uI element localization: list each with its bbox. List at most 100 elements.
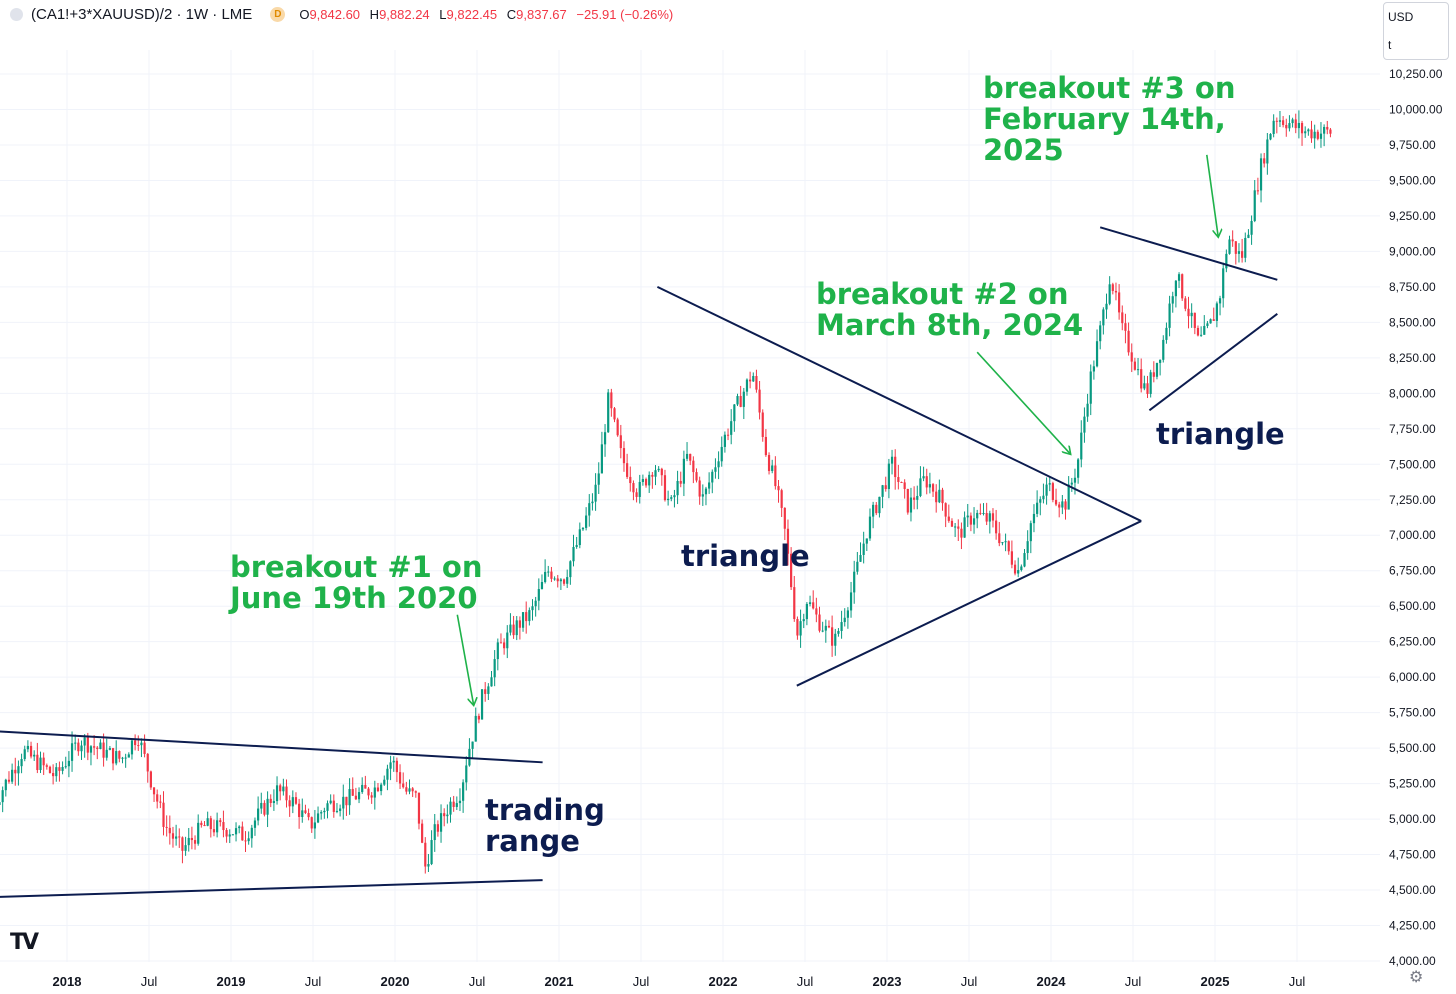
- triangle-1-label-line: triangle: [681, 539, 810, 573]
- candle-body: [780, 490, 783, 508]
- breakout-1-line: June 19th 2020: [228, 581, 478, 615]
- candle-body: [178, 836, 181, 838]
- candle-body: [818, 614, 821, 631]
- candle-body: [506, 632, 509, 649]
- candle-body: [862, 543, 865, 555]
- candle-body: [159, 801, 162, 803]
- candle-body: [553, 578, 556, 580]
- candle-body: [849, 592, 853, 611]
- candle-body: [540, 582, 544, 590]
- candle-body: [739, 396, 742, 407]
- candle-body: [515, 620, 518, 636]
- candle-body: [477, 715, 480, 720]
- candle-body: [1130, 352, 1133, 362]
- candle-body: [938, 489, 941, 503]
- candle-body: [928, 484, 931, 488]
- y-tick-label: 4,500.00: [1389, 883, 1436, 897]
- candle-body: [556, 578, 559, 582]
- candle-body: [906, 488, 909, 513]
- candle-body: [269, 798, 272, 804]
- candle-body: [1177, 274, 1181, 281]
- candle-body: [660, 468, 663, 476]
- candle-body: [644, 479, 648, 486]
- arrow-breakout-3: [1206, 154, 1218, 237]
- candle-body: [465, 765, 468, 783]
- candle-body: [1212, 319, 1215, 321]
- candle-body: [102, 742, 105, 758]
- candle-body: [909, 497, 913, 513]
- candle-body: [840, 622, 843, 631]
- candle-body: [1206, 323, 1209, 326]
- candle-body: [1121, 312, 1124, 324]
- symbol-title[interactable]: (CA1!+3*XAUUSD)/2 · 1W · LME: [31, 6, 253, 23]
- unit-selector[interactable]: USD t: [1383, 2, 1449, 60]
- candle-body: [499, 642, 503, 644]
- candle-body: [771, 465, 774, 471]
- candle-body: [1168, 303, 1171, 328]
- candle-body: [17, 766, 20, 774]
- trading-range-label-line: range: [485, 824, 580, 858]
- candle-body: [742, 391, 745, 407]
- candle-body: [903, 482, 906, 489]
- candle-body: [487, 686, 490, 694]
- candle-body: [881, 485, 884, 497]
- candle-body: [1136, 369, 1140, 371]
- candle-body: [115, 751, 118, 764]
- candle-body: [234, 828, 238, 835]
- candle-body: [310, 817, 313, 829]
- candle-body: [1300, 122, 1304, 134]
- candle-body: [108, 748, 111, 750]
- candle-body: [398, 772, 402, 784]
- candle-body: [127, 754, 130, 758]
- candle-body: [846, 610, 849, 618]
- candle-body: [1250, 220, 1253, 235]
- currency-label: USD: [1388, 10, 1414, 24]
- candle-body: [559, 579, 562, 582]
- candle-body: [802, 619, 805, 622]
- candle-body: [824, 625, 827, 631]
- symbol-icon: [10, 8, 23, 21]
- settings-gear-icon[interactable]: ⚙: [1409, 969, 1424, 986]
- y-tick-label: 7,500.00: [1389, 457, 1436, 471]
- candle-body: [1266, 139, 1269, 164]
- candle-body: [670, 497, 673, 499]
- candle-body: [518, 620, 521, 628]
- y-tick-label: 9,000.00: [1389, 244, 1436, 258]
- y-tick-label: 6,750.00: [1389, 564, 1436, 578]
- candle-body: [1058, 504, 1061, 508]
- candle-body: [58, 767, 61, 771]
- candle-body: [1077, 459, 1080, 478]
- candle-body: [329, 800, 332, 804]
- candle-body: [856, 561, 859, 572]
- candle-body: [370, 795, 373, 798]
- candle-body: [1272, 120, 1275, 134]
- candle-body: [455, 803, 458, 807]
- candle-body: [796, 619, 799, 636]
- candle-body: [48, 766, 52, 773]
- candle-body: [1316, 131, 1319, 139]
- candle-body: [134, 740, 137, 746]
- candle-body: [1247, 234, 1250, 238]
- candle-body: [1149, 372, 1152, 394]
- candle-body: [0, 802, 1, 805]
- candle-body: [29, 745, 33, 757]
- candle-body: [1184, 298, 1187, 309]
- candle-body: [421, 823, 424, 843]
- candle-body: [566, 577, 569, 584]
- candle-body: [143, 742, 146, 754]
- x-tick-label: Jul: [141, 974, 158, 989]
- candle-body: [1278, 120, 1282, 122]
- x-tick-label: 2025: [1201, 974, 1230, 989]
- candle-body: [184, 845, 187, 851]
- candle-body: [74, 742, 77, 744]
- candle-body: [619, 435, 622, 449]
- candle-body: [966, 515, 969, 518]
- candle-body: [118, 751, 121, 759]
- candle-body: [979, 512, 982, 514]
- ohlc-values: O9,842.60 H9,882.24 L9,822.45 C9,837.67 …: [299, 7, 673, 22]
- candle-body: [1010, 551, 1013, 565]
- candle-body: [165, 826, 168, 828]
- triangle-2-upper: [1099, 226, 1278, 281]
- candle-body: [610, 392, 613, 409]
